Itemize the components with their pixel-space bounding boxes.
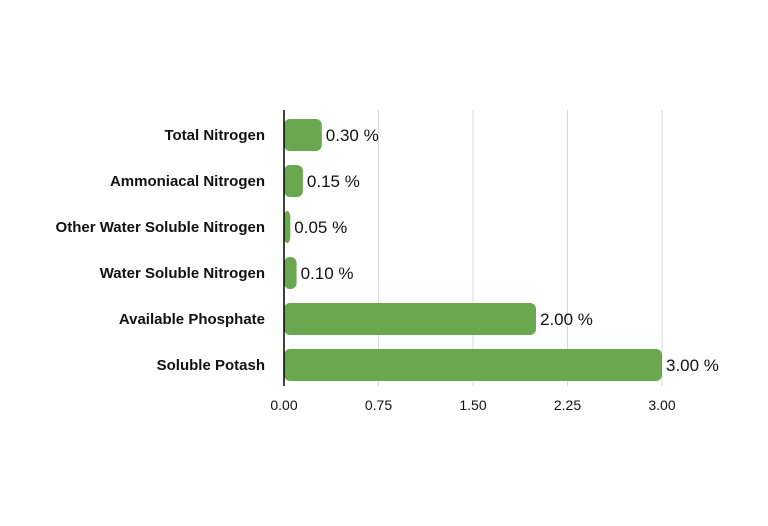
x-tick-label: 0.75 [365,397,392,413]
x-tick-label: 2.25 [554,397,581,413]
category-label: Available Phosphate [119,311,265,328]
data-label: 3.00 % [666,356,719,375]
category-label: Total Nitrogen [164,127,265,144]
bar-total-nitrogen [284,119,322,151]
x-tick-label: 3.00 [648,397,675,413]
category-label: Other Water Soluble Nitrogen [56,219,265,236]
bar-soluble-potash [284,349,662,381]
bars [284,119,662,381]
data-label: 0.30 % [326,126,379,145]
x-tick-label: 1.50 [459,397,486,413]
labels: 0.00 0.75 1.50 2.25 3.00 Total Nitrogen 0.30 %… [56,126,719,413]
data-label: 0.15 % [307,172,360,191]
gridlines [378,110,663,386]
bar-ammoniacal-nitrogen [284,165,303,197]
bar-other-water-soluble-nitrogen [284,211,291,243]
data-label: 0.05 % [294,218,347,237]
x-tick-label: 0.00 [270,397,297,413]
category-label: Ammoniacal Nitrogen [110,173,265,190]
bar-water-soluble-nitrogen [284,257,297,289]
data-label: 2.00 % [540,310,593,329]
category-label: Water Soluble Nitrogen [100,265,265,282]
data-label: 0.10 % [301,264,354,283]
category-label: Soluble Potash [157,357,265,374]
bar-available-phosphate [284,303,536,335]
